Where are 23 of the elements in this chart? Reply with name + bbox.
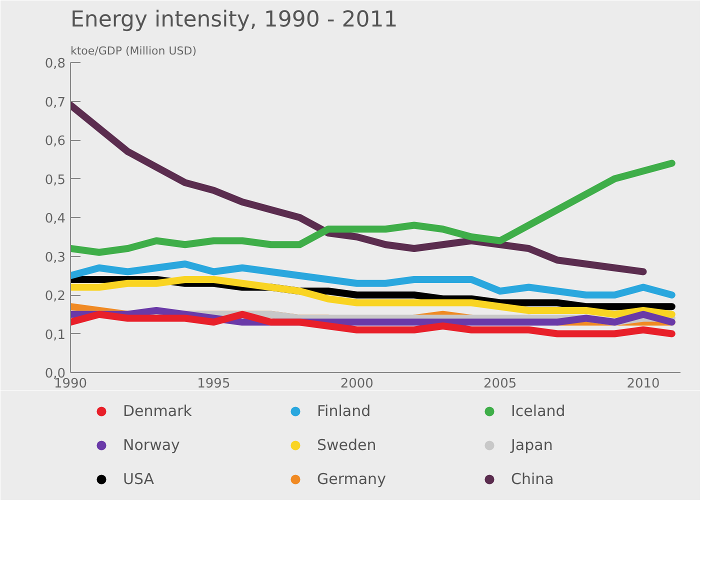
x-tick-label: 1995	[197, 376, 230, 392]
legend-label: Japan	[511, 436, 554, 454]
legend-label: Sweden	[317, 436, 378, 454]
x-tick-label: 2005	[484, 376, 517, 392]
legend-label: Denmark	[123, 402, 193, 420]
legend-label: Norway	[123, 436, 181, 454]
legend-label: Iceland	[511, 402, 566, 420]
legend-label: USA	[123, 470, 156, 488]
y-axis-title: ktoe/GDP (Million USD)	[70, 44, 197, 58]
legend-label: Germany	[317, 470, 387, 488]
y-tick-label: 0,4	[44, 212, 66, 226]
y-tick-label: 0,3	[44, 250, 66, 266]
x-tick-label: 2000	[340, 376, 374, 392]
y-tick-label: 0,8	[44, 56, 66, 72]
legend-label: Finland	[317, 402, 372, 420]
y-tick-label: 0,6	[44, 134, 66, 149]
y-tick-label: 0,2	[44, 289, 66, 304]
y-tick-label: 0,5	[44, 172, 66, 188]
y-tick-label: 0,1	[44, 328, 66, 343]
x-tick-label: 2010	[626, 376, 660, 392]
legend-label: China	[511, 470, 555, 488]
y-tick-label: 0,7	[44, 95, 66, 110]
chart-title: Energy intensity, 1990 - 2011	[70, 8, 398, 32]
